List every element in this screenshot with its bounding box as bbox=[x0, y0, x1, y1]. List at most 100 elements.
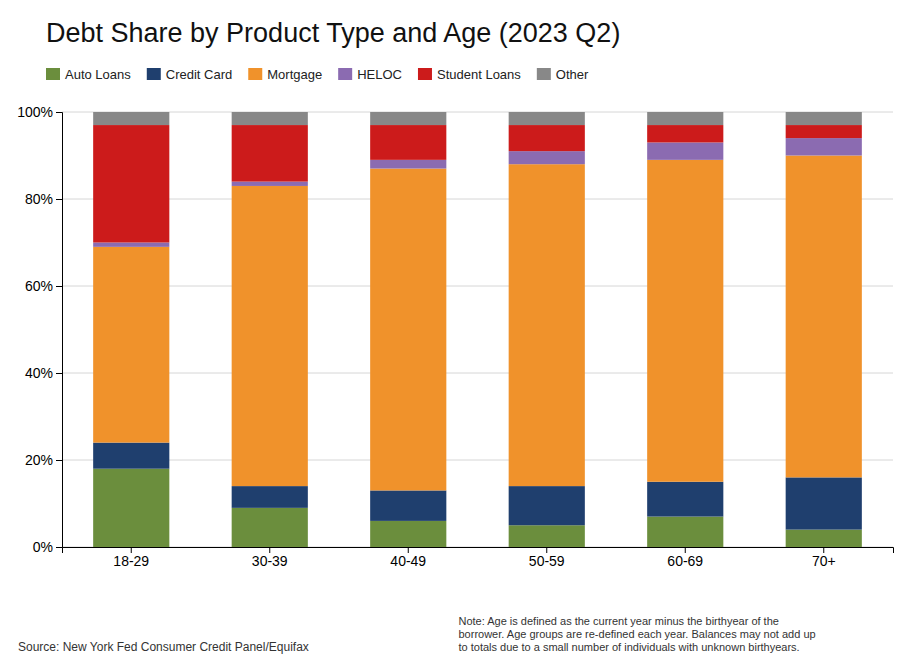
x-axis: 18-29 30-39 40-49 50-59 60-69 70+ bbox=[63, 547, 894, 569]
legend-label: Other bbox=[556, 67, 589, 82]
bar bbox=[93, 125, 169, 242]
y-tick-label: 80% bbox=[25, 191, 53, 207]
legend-item: Credit Card bbox=[147, 67, 232, 82]
bar bbox=[509, 112, 585, 125]
bar bbox=[232, 186, 308, 486]
bar bbox=[232, 486, 308, 508]
y-tick-mark bbox=[56, 199, 62, 200]
bar bbox=[509, 525, 585, 547]
bar-series bbox=[93, 443, 862, 530]
text-line: borrower. Age groups are re-defined each… bbox=[459, 628, 816, 640]
grid-line bbox=[62, 286, 893, 287]
x-tick: 50-59 bbox=[529, 547, 565, 569]
legend-label: Student Loans bbox=[437, 67, 521, 82]
y-tick-mark bbox=[56, 547, 62, 548]
bar bbox=[509, 486, 585, 525]
y-axis: 0% 20% 40% 60% 80% 100% bbox=[17, 104, 62, 555]
y-tick: 40% bbox=[25, 365, 62, 381]
bar bbox=[370, 160, 446, 169]
bar bbox=[509, 151, 585, 164]
bar-series bbox=[93, 469, 862, 547]
bar bbox=[370, 169, 446, 491]
x-tick-label: 30-39 bbox=[252, 553, 288, 569]
y-tick: 80% bbox=[25, 191, 62, 207]
grid bbox=[62, 112, 893, 547]
legend-swatch bbox=[418, 68, 432, 80]
legend-swatch bbox=[147, 68, 161, 80]
y-tick-mark bbox=[56, 460, 62, 461]
y-tick: 100% bbox=[17, 104, 62, 120]
grid-line bbox=[62, 373, 893, 374]
bar bbox=[509, 125, 585, 151]
y-tick-label: 40% bbox=[25, 365, 53, 381]
grid-line bbox=[62, 112, 893, 113]
bar bbox=[232, 112, 308, 125]
bar bbox=[786, 138, 862, 155]
bar bbox=[370, 521, 446, 547]
bar bbox=[232, 508, 308, 547]
bar bbox=[93, 469, 169, 547]
bar bbox=[647, 482, 723, 517]
chart-container: Debt Share by Product Type and Age (2023… bbox=[0, 0, 917, 659]
legend-swatch bbox=[338, 68, 352, 80]
y-tick-label: 0% bbox=[33, 539, 53, 555]
bar bbox=[647, 112, 723, 125]
y-axis-line bbox=[56, 113, 63, 548]
x-tick: 70+ bbox=[812, 547, 836, 569]
bar bbox=[232, 125, 308, 182]
bar bbox=[93, 247, 169, 443]
y-tick-mark bbox=[56, 286, 62, 287]
bar bbox=[786, 477, 862, 529]
bar bbox=[647, 517, 723, 547]
bar bbox=[93, 443, 169, 469]
bar-series bbox=[93, 112, 862, 125]
bar bbox=[647, 125, 723, 142]
y-tick-label: 60% bbox=[25, 278, 53, 294]
legend-label: Auto Loans bbox=[65, 67, 131, 82]
bar bbox=[370, 125, 446, 160]
bar bbox=[786, 156, 862, 478]
legend-swatch bbox=[248, 68, 262, 80]
x-tick-label: 18-29 bbox=[113, 553, 149, 569]
bar bbox=[786, 125, 862, 138]
x-tick-label: 70+ bbox=[812, 553, 836, 569]
bar-series bbox=[93, 138, 862, 247]
x-tick: 18-29 bbox=[113, 547, 149, 569]
bar-series bbox=[93, 125, 862, 242]
y-tick: 20% bbox=[25, 452, 62, 468]
legend-swatch bbox=[537, 68, 551, 80]
bar bbox=[786, 112, 862, 125]
plot-area: 0% 20% 40% 60% 80% 100% 18-29 30-39 40-49 50-59 60… bbox=[17, 104, 893, 569]
bar bbox=[509, 164, 585, 486]
bar bbox=[370, 112, 446, 125]
x-tick: 40-49 bbox=[390, 547, 426, 569]
grid-line bbox=[62, 199, 893, 200]
x-tick-label: 50-59 bbox=[529, 553, 565, 569]
x-axis-line bbox=[63, 548, 894, 554]
legend-label: Credit Card bbox=[166, 67, 232, 82]
x-tick: 30-39 bbox=[252, 547, 288, 569]
legend-item: HELOC bbox=[338, 67, 402, 82]
bar bbox=[93, 112, 169, 125]
y-tick-label: 20% bbox=[25, 452, 53, 468]
y-tick: 0% bbox=[33, 539, 62, 555]
legend-item: Other bbox=[537, 67, 589, 82]
bar bbox=[647, 160, 723, 482]
bar bbox=[370, 490, 446, 520]
legend-item: Student Loans bbox=[418, 67, 521, 82]
bar bbox=[232, 182, 308, 186]
text-line: Source: New York Fed Consumer Credit Pan… bbox=[18, 640, 309, 654]
chart: Debt Share by Product Type and Age (2023… bbox=[0, 0, 917, 659]
legend-label: HELOC bbox=[357, 67, 402, 82]
x-tick-label: 60-69 bbox=[667, 553, 703, 569]
y-tick-label: 100% bbox=[17, 104, 53, 120]
y-tick-mark bbox=[56, 112, 62, 113]
x-tick: 60-69 bbox=[667, 547, 703, 569]
legend-swatch bbox=[46, 68, 60, 80]
bar-series bbox=[93, 156, 862, 491]
legend: Auto Loans Credit Card Mortgage HELOC Studen… bbox=[46, 67, 589, 82]
background bbox=[0, 0, 917, 659]
grid-line bbox=[62, 460, 893, 461]
text-line: to totals due to a small number of indiv… bbox=[459, 641, 800, 653]
legend-item: Mortgage bbox=[248, 67, 322, 82]
